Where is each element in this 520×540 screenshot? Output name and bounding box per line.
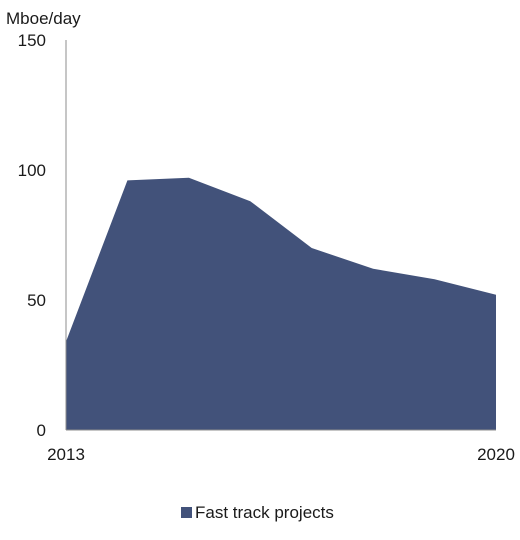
y-tick-label: 150: [18, 31, 46, 50]
y-tick-label: 0: [37, 421, 46, 440]
area-series-1: [66, 177, 496, 430]
y-tick-label: 50: [27, 291, 46, 310]
legend-swatch: [181, 507, 192, 518]
x-tick-label: 2020: [477, 445, 515, 464]
y-axis-title: Mboe/day: [6, 9, 81, 28]
x-tick-label: 2013: [47, 445, 85, 464]
y-axis-ticks: 0 50 100 150: [18, 31, 46, 440]
x-axis-ticks: 2013 2020: [47, 445, 515, 464]
plot-area: [66, 177, 496, 430]
y-tick-label: 100: [18, 161, 46, 180]
legend: Fast track projects: [181, 503, 334, 522]
legend-label: Fast track projects: [195, 503, 334, 522]
